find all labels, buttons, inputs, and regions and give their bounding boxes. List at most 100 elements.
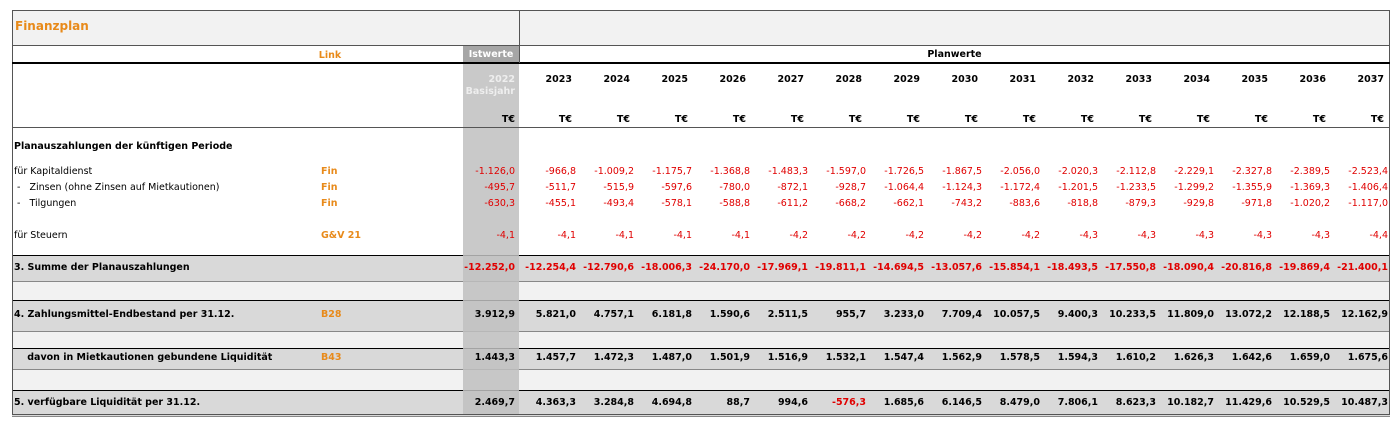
unit: T€: [1254, 114, 1268, 125]
cell-value: 10.182,7: [1167, 396, 1214, 408]
cell-value: -1.406,4: [1348, 182, 1388, 193]
year: 2025: [661, 74, 688, 85]
cell-value: -17.550,8: [1105, 261, 1156, 273]
cell-value: -2.229,1: [1174, 166, 1214, 177]
cell-value: 3.284,8: [593, 396, 634, 408]
unit: T€: [616, 114, 630, 125]
cell-value: 1.578,5: [999, 352, 1040, 363]
rule: [12, 62, 1390, 64]
cell-value: 3.912,9: [474, 309, 515, 320]
cell-value: 1.685,6: [883, 396, 924, 408]
summary-row: [12, 255, 1390, 282]
cell-value: -17.969,1: [757, 261, 808, 273]
cell-value: -19.811,1: [815, 261, 866, 273]
cell-value: -1.483,3: [768, 166, 808, 177]
cell-value: -578,1: [661, 198, 692, 209]
cell-value: -2.389,5: [1290, 166, 1330, 177]
cell-value: -2.523,4: [1348, 166, 1388, 177]
cell-value: 8.479,0: [999, 396, 1040, 408]
cell-value: -4,1: [731, 230, 750, 241]
cell-value: 1.532,1: [825, 352, 866, 363]
row-label: - Zinsen (ohne Zinsen auf Mietkautionen): [14, 182, 220, 193]
cell-value: -668,2: [835, 198, 866, 209]
cell-value: -4,1: [673, 230, 692, 241]
cell-value: -743,2: [951, 198, 982, 209]
cell-value: -18.006,3: [641, 261, 692, 273]
summary-row: [12, 390, 1390, 417]
year: 2037: [1357, 74, 1384, 85]
cell-value: -872,1: [777, 182, 808, 193]
cell-value: -455,1: [545, 198, 576, 209]
cell-value: 2.511,5: [767, 309, 808, 320]
row-label: davon in Mietkautionen gebundene Liquidi…: [14, 352, 273, 363]
cell-value: -4,3: [1195, 230, 1214, 241]
row-label: für Steuern: [14, 230, 68, 241]
cell-value: 955,7: [835, 309, 866, 320]
cell-value: 10.057,5: [993, 309, 1040, 320]
base-label: Basisjahr: [465, 86, 515, 97]
cell-value: -18.493,5: [1047, 261, 1098, 273]
summary-row: [12, 300, 1390, 332]
year: 2033: [1125, 74, 1152, 85]
cell-value: 4.757,1: [593, 309, 634, 320]
cell-value: -4,3: [1253, 230, 1272, 241]
cell-value: -511,7: [545, 182, 576, 193]
cell-value: -20.816,8: [1221, 261, 1272, 273]
plan-header: Planwerte: [927, 49, 982, 60]
row-link: Fin: [321, 182, 338, 193]
cell-value: 3.233,0: [883, 309, 924, 320]
cell-value: -21.400,1: [1337, 261, 1388, 273]
cell-value: -14.694,5: [873, 261, 924, 273]
cell-value: -4,2: [1021, 230, 1040, 241]
cell-value: -1.867,5: [942, 166, 982, 177]
cell-value: -24.170,0: [699, 261, 750, 273]
year: 2027: [777, 74, 804, 85]
year: 2023: [545, 74, 572, 85]
rule: [12, 127, 1390, 128]
cell-value: -12.254,4: [525, 261, 576, 273]
row-label: - Tilgungen: [14, 198, 77, 209]
cell-value: -1.124,3: [942, 182, 982, 193]
cell-value: -4,1: [615, 230, 634, 241]
cell-value: 6.146,5: [941, 396, 982, 408]
rule: [12, 45, 1390, 46]
cell-value: -1.299,2: [1174, 182, 1214, 193]
cell-value: 1.642,6: [1231, 352, 1272, 363]
cell-value: -780,0: [719, 182, 750, 193]
year: 2032: [1067, 74, 1094, 85]
year: 2034: [1183, 74, 1210, 85]
row-label: 5. verfügbare Liquidität per 31.12.: [14, 396, 201, 408]
year: 2028: [835, 74, 862, 85]
cell-value: -1.009,2: [594, 166, 634, 177]
year: 2035: [1241, 74, 1268, 85]
cell-value: -12.252,0: [464, 261, 515, 273]
cell-value: -883,6: [1009, 198, 1040, 209]
cell-value: -19.869,4: [1279, 261, 1330, 273]
cell-value: 12.162,9: [1341, 309, 1388, 320]
cell-value: -971,8: [1241, 198, 1272, 209]
cell-value: 1.610,2: [1115, 352, 1156, 363]
cell-value: -1.368,8: [710, 166, 750, 177]
cell-value: -4,4: [1369, 230, 1388, 241]
link-header: Link: [318, 50, 342, 61]
sheet-border: [12, 10, 1390, 415]
cell-value: -4,2: [905, 230, 924, 241]
cell-value: 1.472,3: [593, 352, 634, 363]
cell-value: -1.020,2: [1290, 198, 1330, 209]
cell-value: -1.175,7: [652, 166, 692, 177]
cell-value: -1.064,4: [884, 182, 924, 193]
cell-value: -1.597,0: [826, 166, 866, 177]
cell-value: 1.443,3: [474, 352, 515, 363]
cell-value: -15.854,1: [989, 261, 1040, 273]
cell-value: -597,6: [661, 182, 692, 193]
cell-value: -1.172,4: [1000, 182, 1040, 193]
cell-value: 7.709,4: [941, 309, 982, 320]
cell-value: -630,3: [484, 198, 515, 209]
cell-value: -1.201,5: [1058, 182, 1098, 193]
row-label: für Kapitaldienst: [14, 166, 93, 177]
ist-header: [463, 46, 519, 62]
cell-value: 1.675,6: [1347, 352, 1388, 363]
cell-value: -2.020,3: [1058, 166, 1098, 177]
unit: T€: [674, 114, 688, 125]
